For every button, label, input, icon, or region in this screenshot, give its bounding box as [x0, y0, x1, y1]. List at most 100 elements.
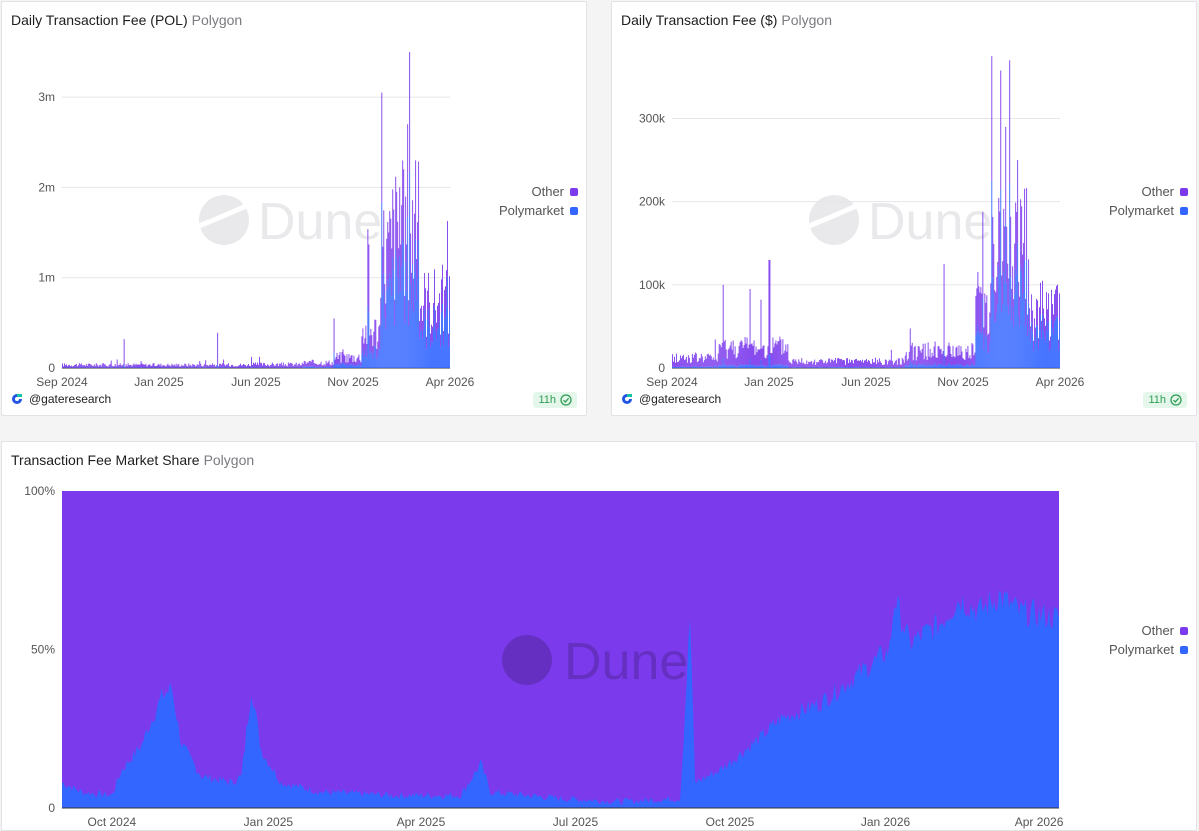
bar-polymarket	[710, 366, 712, 368]
bar-polymarket	[1039, 330, 1041, 368]
bar-other	[202, 366, 204, 368]
bar-polymarket	[329, 367, 331, 368]
bar-polymarket	[915, 366, 917, 368]
bar-polymarket	[393, 269, 395, 368]
bar-other	[328, 360, 330, 367]
bar-other	[389, 211, 391, 274]
bar-polymarket	[912, 366, 914, 368]
bar-other	[118, 365, 120, 368]
bar-polymarket	[798, 367, 800, 368]
bar-other	[924, 343, 926, 364]
legend-item-other[interactable]: Other	[1109, 182, 1188, 201]
bar-polymarket	[304, 366, 306, 368]
bar-other	[278, 363, 280, 368]
bar-other	[721, 343, 723, 366]
bar-polymarket	[217, 364, 219, 368]
bar-polymarket	[997, 304, 999, 368]
bar-other	[772, 337, 774, 365]
creator-link[interactable]: @gateresearch	[621, 392, 721, 406]
bar-polymarket	[1041, 338, 1042, 368]
bar-polymarket	[944, 365, 946, 368]
bar-other	[145, 363, 147, 368]
bar-other	[167, 363, 169, 368]
bar-other	[793, 358, 795, 368]
bar-other	[971, 342, 973, 364]
bar-polymarket	[894, 367, 896, 368]
bar-polymarket	[784, 365, 786, 368]
bar-polymarket	[397, 277, 399, 368]
creator-link[interactable]: @gateresearch	[11, 392, 111, 406]
bar-other	[279, 363, 281, 368]
bar-other	[352, 362, 354, 367]
bar-other	[692, 357, 694, 367]
bar-other	[712, 357, 714, 367]
bar-polymarket	[449, 311, 450, 368]
bar-polymarket	[408, 325, 410, 368]
bar-polymarket	[676, 367, 678, 368]
bar-polymarket	[1009, 183, 1011, 368]
bar-polymarket	[351, 364, 353, 368]
bar-other	[380, 297, 382, 326]
bar-other	[447, 221, 448, 277]
bar-polymarket	[841, 367, 843, 368]
bar-other	[338, 355, 340, 365]
bar-other	[904, 355, 906, 366]
bar-other	[697, 361, 699, 368]
bar-polymarket	[706, 366, 708, 368]
bar-polymarket	[914, 364, 916, 368]
bar-other	[839, 358, 841, 368]
bar-polymarket	[955, 364, 957, 368]
bar-other	[1052, 304, 1053, 329]
bar-polymarket	[199, 367, 201, 368]
bar-polymarket	[345, 366, 347, 368]
bar-other	[843, 359, 845, 368]
bar-other	[152, 363, 154, 368]
dune-watermark: Dune	[198, 193, 382, 251]
bar-polymarket	[697, 367, 699, 368]
legend-item-other[interactable]: Other	[499, 182, 578, 201]
bar-polymarket	[766, 366, 768, 368]
refresh-badge[interactable]: 11h	[533, 392, 577, 408]
bar-other	[434, 269, 435, 307]
bar-polymarket	[391, 296, 393, 368]
bar-other	[851, 359, 852, 368]
bar-polymarket	[768, 355, 770, 368]
bar-polymarket	[758, 365, 760, 368]
bar-other	[212, 363, 214, 368]
legend-item-polymarket[interactable]: Polymarket	[499, 201, 578, 220]
bar-other	[269, 365, 271, 368]
bar-polymarket	[386, 290, 388, 368]
bar-polymarket	[980, 331, 982, 368]
legend-item-polymarket[interactable]: Polymarket	[1109, 640, 1188, 659]
bar-polymarket	[1035, 342, 1037, 368]
bar-other	[1054, 294, 1055, 323]
bar-other	[1021, 206, 1023, 272]
chart-title-text: Daily Transaction Fee (POL)	[11, 12, 188, 28]
bar-other	[189, 365, 191, 368]
bar-other	[756, 352, 758, 367]
bar-other	[412, 200, 414, 265]
bar-other	[821, 359, 823, 368]
bar-other	[932, 355, 934, 366]
bar-polymarket	[437, 329, 438, 368]
bar-other	[335, 356, 337, 365]
bar-other	[215, 366, 217, 368]
bar-other	[773, 347, 775, 366]
bar-polymarket	[361, 353, 363, 368]
bar-other	[724, 339, 726, 365]
bar-polymarket	[365, 348, 367, 368]
bar-other	[243, 364, 244, 368]
bar-other	[400, 244, 402, 292]
legend: Other Polymarket	[1109, 182, 1188, 220]
refresh-badge[interactable]: 11h	[1143, 392, 1187, 408]
legend-item-polymarket[interactable]: Polymarket	[1109, 201, 1188, 220]
bar-other	[67, 365, 69, 368]
bar-other	[678, 360, 680, 368]
bar-other	[183, 365, 185, 368]
bar-other	[844, 360, 846, 368]
legend-item-other[interactable]: Other	[1109, 621, 1188, 640]
bar-polymarket	[1005, 223, 1007, 368]
bar-other	[742, 347, 744, 366]
bar-other	[900, 364, 902, 368]
bar-other	[83, 365, 85, 368]
